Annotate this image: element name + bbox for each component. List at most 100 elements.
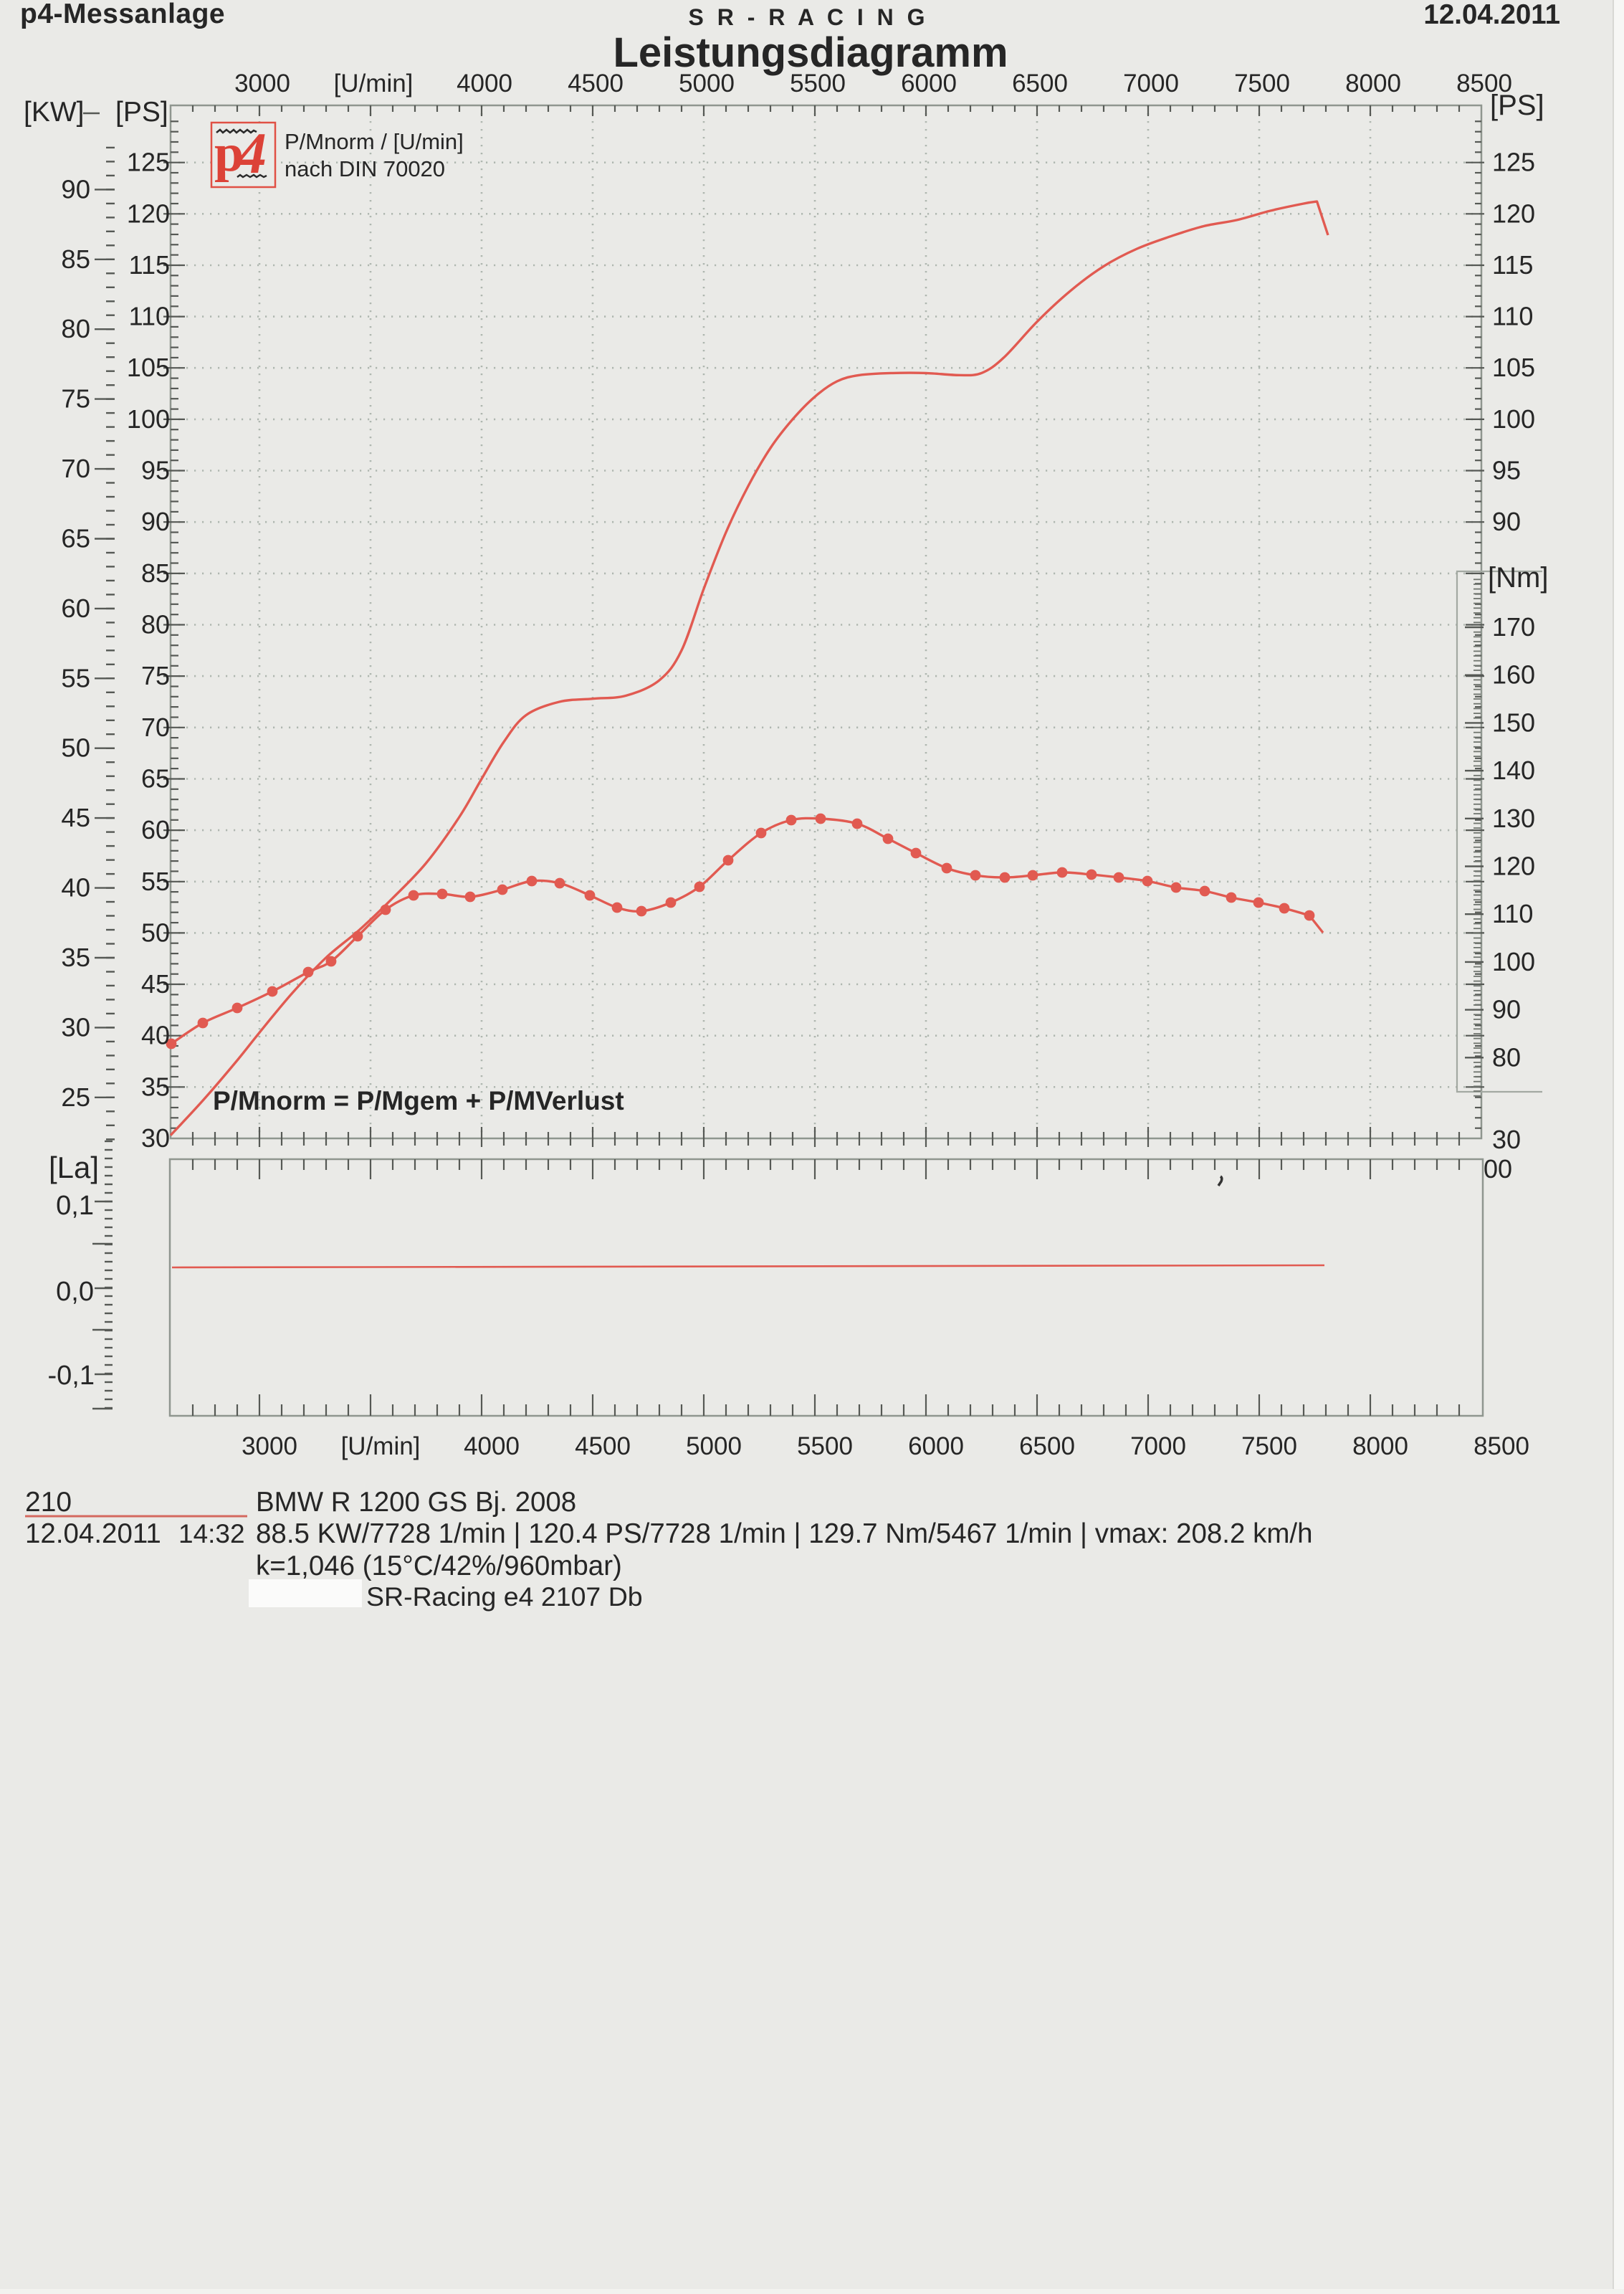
svg-text:75: 75	[61, 384, 90, 414]
svg-text:[U/min]: [U/min]	[334, 70, 414, 97]
svg-text:125: 125	[127, 148, 170, 177]
svg-text:5000: 5000	[679, 70, 735, 97]
svg-text:160: 160	[1492, 660, 1535, 690]
svg-text:95: 95	[1492, 456, 1521, 485]
svg-text:80: 80	[1492, 1042, 1521, 1072]
svg-text:3000: 3000	[242, 1432, 297, 1460]
svg-text:k=1,046 (15°C/42%/960mbar): k=1,046 (15°C/42%/960mbar)	[256, 1551, 622, 1581]
svg-text:130: 130	[1492, 804, 1535, 833]
svg-text:P/Mnorm = P/Mgem + P/MVerlust: P/Mnorm = P/Mgem + P/MVerlust	[213, 1086, 624, 1115]
svg-text:210: 210	[25, 1487, 72, 1518]
svg-text:[PS]: [PS]	[115, 97, 168, 128]
svg-text:120: 120	[1492, 199, 1535, 228]
svg-text:Leistungsdiagramm: Leistungsdiagramm	[613, 29, 1008, 76]
svg-text:115: 115	[129, 250, 170, 280]
svg-text:30: 30	[1492, 1125, 1521, 1154]
svg-text:[PS]: [PS]	[1490, 90, 1544, 121]
svg-text:55: 55	[61, 663, 90, 693]
svg-text:[Nm]: [Nm]	[1488, 562, 1548, 594]
svg-text:8500: 8500	[1473, 1432, 1529, 1460]
svg-text:95: 95	[141, 456, 170, 485]
svg-text:140: 140	[1492, 756, 1535, 785]
svg-text:S R - R A C I N G: S R - R A C I N G	[688, 4, 928, 30]
svg-text:105: 105	[1492, 353, 1535, 382]
svg-text:120: 120	[1492, 852, 1535, 881]
svg-text:70: 70	[61, 454, 90, 483]
svg-text:6500: 6500	[1019, 1432, 1075, 1460]
svg-text:4000: 4000	[464, 1432, 520, 1460]
svg-text:[U/min]: [U/min]	[341, 1432, 421, 1460]
svg-text:[La]: [La]	[49, 1151, 99, 1184]
svg-text:65: 65	[141, 764, 170, 794]
svg-text:90: 90	[141, 507, 170, 536]
svg-text:88.5 KW/7728 1/min | 120.4 P: 88.5 KW/7728 1/min | 120.4 PS/7728 1/min…	[256, 1518, 1313, 1549]
svg-text:90: 90	[61, 174, 90, 204]
svg-text:0,0: 0,0	[56, 1277, 94, 1307]
svg-text:60: 60	[141, 815, 170, 844]
svg-text:p4-Messanlage: p4-Messanlage	[20, 0, 225, 29]
svg-text:100: 100	[1492, 947, 1535, 976]
svg-text:6000: 6000	[908, 1432, 964, 1460]
svg-text:00: 00	[1484, 1154, 1512, 1184]
svg-text:100: 100	[1492, 404, 1535, 434]
svg-text:SR-Racing e4 2107 Db: SR-Racing e4 2107 Db	[366, 1581, 643, 1612]
svg-text:p: p	[214, 124, 244, 183]
svg-text:110: 110	[129, 302, 170, 331]
svg-text:3000: 3000	[234, 70, 290, 97]
svg-text:90: 90	[1492, 995, 1521, 1024]
svg-text:125: 125	[1492, 148, 1535, 177]
svg-text:5500: 5500	[790, 70, 846, 97]
svg-text:110: 110	[1492, 899, 1533, 928]
svg-text:[KW]: [KW]	[24, 97, 85, 128]
svg-text:BMW R 1200 GS Bj. 2008: BMW R 1200 GS Bj. 2008	[256, 1487, 576, 1518]
svg-text:8000: 8000	[1345, 70, 1401, 97]
svg-text:30: 30	[61, 1012, 90, 1042]
svg-text:6000: 6000	[901, 70, 957, 97]
svg-text:7500: 7500	[1234, 70, 1290, 97]
svg-text:90: 90	[1492, 507, 1521, 536]
svg-text:170: 170	[1492, 612, 1535, 642]
svg-text:7000: 7000	[1130, 1432, 1186, 1460]
svg-text:100: 100	[127, 404, 170, 434]
svg-text:4000: 4000	[457, 70, 512, 97]
svg-text:50: 50	[61, 733, 90, 763]
svg-text:115: 115	[1492, 250, 1533, 280]
svg-text:45: 45	[61, 803, 90, 832]
svg-text:4: 4	[236, 120, 267, 186]
svg-text:80: 80	[141, 610, 170, 639]
svg-text:nach DIN 70020: nach DIN 70020	[285, 156, 445, 181]
svg-text:40: 40	[141, 1021, 170, 1050]
svg-text:4500: 4500	[568, 70, 624, 97]
svg-text:4500: 4500	[575, 1432, 631, 1460]
svg-text:45: 45	[141, 969, 170, 999]
svg-text:12.04.2011: 12.04.2011	[1423, 0, 1560, 30]
svg-text:8500: 8500	[1456, 70, 1512, 97]
svg-text:75: 75	[141, 661, 170, 690]
svg-text:85: 85	[61, 244, 90, 274]
svg-text:5000: 5000	[686, 1432, 742, 1460]
svg-text:55: 55	[141, 867, 170, 896]
svg-text:5500: 5500	[797, 1432, 853, 1460]
svg-text:8000: 8000	[1352, 1432, 1408, 1460]
svg-text:105: 105	[127, 353, 170, 382]
svg-text:85: 85	[141, 558, 170, 588]
svg-text:65: 65	[61, 524, 90, 553]
svg-text:80: 80	[61, 314, 90, 343]
svg-text:30: 30	[141, 1123, 170, 1153]
svg-text:P/Mnorm / [U/min]: P/Mnorm / [U/min]	[285, 129, 464, 154]
svg-text:-0,1: -0,1	[48, 1361, 95, 1391]
svg-text:6500: 6500	[1012, 70, 1068, 97]
svg-text:25: 25	[61, 1082, 90, 1112]
svg-text:40: 40	[61, 873, 90, 903]
svg-text:7000: 7000	[1123, 70, 1179, 97]
svg-text:12.04.2011: 12.04.2011	[25, 1518, 161, 1549]
svg-text:35: 35	[141, 1072, 170, 1101]
svg-text:7500: 7500	[1241, 1432, 1297, 1460]
svg-text:70: 70	[141, 713, 170, 742]
svg-text:120: 120	[127, 199, 170, 228]
svg-text:150: 150	[1492, 708, 1535, 737]
svg-text:0,1: 0,1	[56, 1191, 94, 1221]
svg-text:110: 110	[1492, 302, 1533, 331]
svg-text:35: 35	[61, 943, 90, 972]
svg-text:50: 50	[141, 918, 170, 947]
